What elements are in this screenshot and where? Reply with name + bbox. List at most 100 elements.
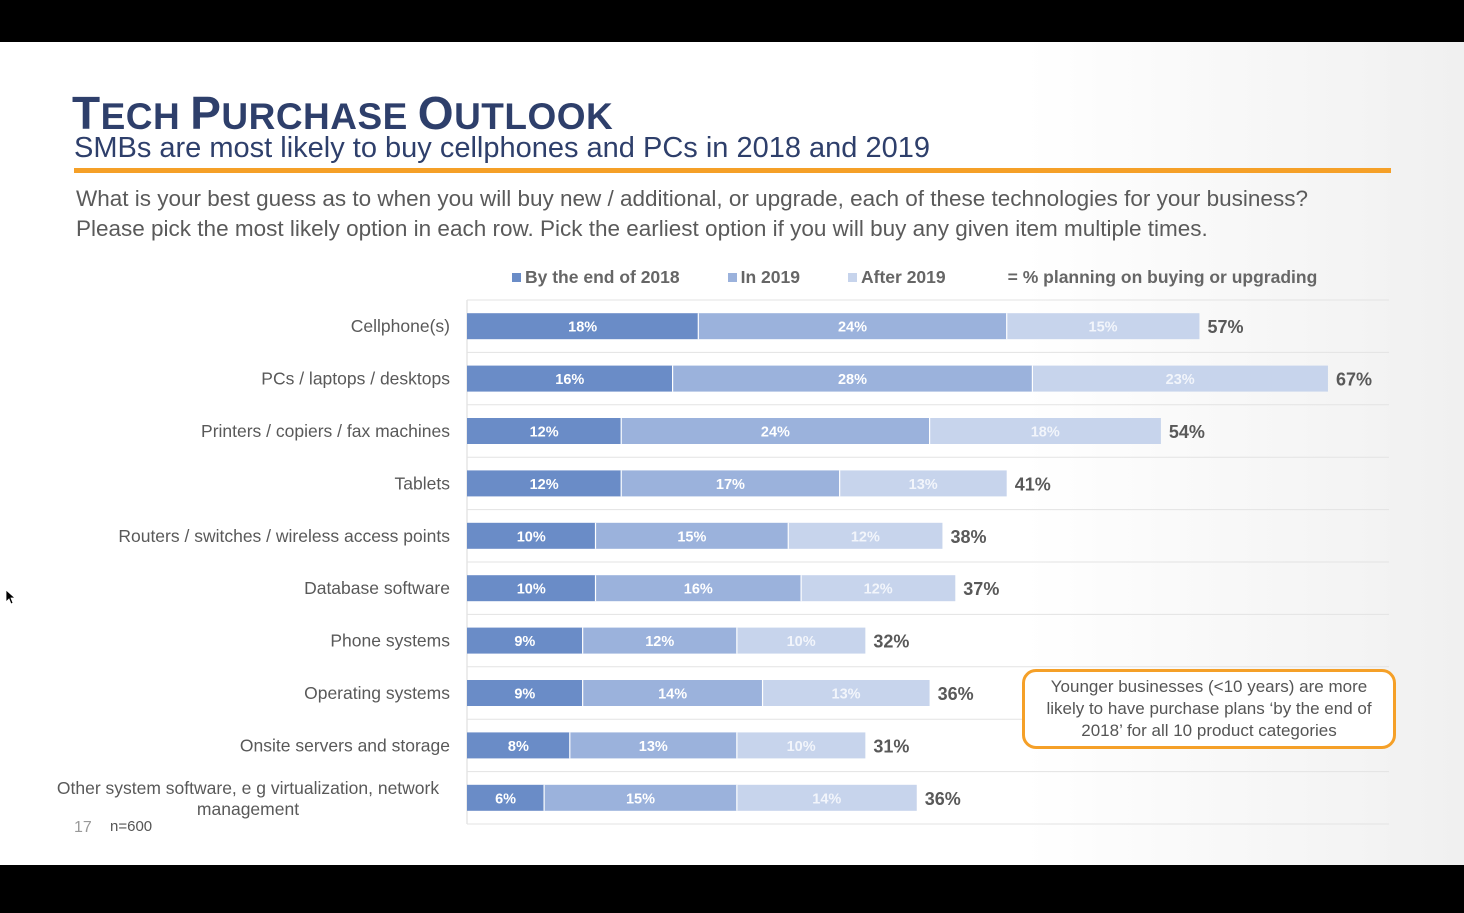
category-label: Phone systems	[330, 631, 450, 651]
bar-segment	[467, 313, 699, 340]
page-subtitle: SMBs are most likely to buy cellphones a…	[74, 132, 930, 164]
category-label: Other system software, e g virtualizatio…	[57, 778, 439, 819]
bar-value-label: 9%	[514, 687, 535, 703]
bar-segment	[467, 627, 583, 654]
stacked-bar-chart: Cellphone(s) 18% 24% 15% 57% PCs / laptops / …	[57, 299, 1389, 825]
bar-value-label: 12%	[530, 477, 559, 493]
bar-segment	[839, 470, 1007, 497]
bar-segment	[736, 784, 917, 811]
bar-value-label: 16%	[684, 582, 713, 598]
bar-value-label: 18%	[1031, 425, 1060, 441]
bar-segment	[544, 784, 737, 811]
bar-value-label: 10%	[787, 739, 816, 755]
category-label: Cellphone(s)	[351, 316, 450, 336]
bar-segment	[672, 365, 1033, 392]
page-title-text: TECH PURCHASE OUTLOOK	[72, 87, 614, 139]
bar-value-label: 17%	[716, 477, 745, 493]
category-label: Printers / copiers / fax machines	[201, 421, 450, 441]
total-value-label: 38%	[950, 527, 986, 547]
bar-value-label: 10%	[517, 582, 546, 598]
bar-segment	[762, 680, 930, 706]
survey-question: What is your best guess as to when you w…	[76, 184, 1446, 244]
survey-question-line-2: Please pick the most likely option in ea…	[76, 216, 1208, 241]
bar-value-label: 28%	[838, 372, 867, 388]
callout-box: Younger businesses (<10 years) are more …	[1022, 669, 1396, 749]
chart-legend: By the end of 2018 In 2019 After 2019 = …	[512, 266, 1317, 288]
bar-segment	[1032, 365, 1328, 392]
category-label: Operating systems	[304, 683, 450, 703]
category-label: PCs / laptops / desktops	[261, 369, 450, 389]
bar-segment	[736, 627, 866, 654]
bar-value-label: 13%	[832, 687, 861, 703]
bar-value-label: 24%	[838, 320, 867, 336]
total-value-label: 57%	[1207, 317, 1243, 337]
bar-value-label: 16%	[555, 372, 584, 388]
legend-item-by-end-2018: By the end of 2018	[512, 267, 680, 288]
bar-value-label: 12%	[851, 529, 880, 545]
bar-value-label: 12%	[645, 634, 674, 650]
bar-value-label: 10%	[517, 529, 546, 545]
legend-item-in-2019: In 2019	[727, 266, 800, 288]
bar-value-label: 15%	[677, 529, 706, 545]
bar-segment	[467, 575, 596, 602]
bar-value-label: 9%	[514, 634, 535, 650]
bar-segment	[467, 522, 596, 549]
bar-segment	[1006, 313, 1200, 340]
bar-segment	[595, 522, 789, 549]
legend-swatch	[512, 272, 521, 282]
bar-segment	[467, 680, 583, 706]
legend-label: By the end of 2018	[525, 266, 680, 287]
legend-item-after-2019: After 2019	[848, 267, 946, 288]
bar-value-label: 8%	[508, 739, 529, 755]
bar-value-label: 15%	[626, 791, 655, 807]
total-value-label: 31%	[873, 736, 909, 756]
category-label: Onsite servers and storage	[240, 735, 450, 755]
total-value-label: 41%	[1015, 474, 1051, 494]
total-value-label: 36%	[925, 789, 961, 809]
bar-segment	[467, 784, 545, 811]
slide: TECH PURCHASE OUTLOOK SMBs are most like…	[0, 42, 1464, 865]
category-label: Tablets	[395, 473, 451, 493]
bar-segment	[467, 470, 622, 497]
bar-segment	[467, 732, 570, 759]
page-number: 17	[74, 819, 92, 836]
legend-label: In 2019	[740, 266, 800, 287]
bar-value-label: 12%	[530, 425, 559, 441]
total-value-label: 32%	[873, 632, 909, 652]
title-divider	[74, 168, 1391, 173]
total-value-label: 37%	[963, 579, 999, 599]
legend-label: After 2019	[861, 266, 946, 287]
bar-segment	[736, 732, 866, 759]
bar-value-label: 14%	[812, 791, 841, 807]
total-value-label: 67%	[1336, 370, 1372, 390]
bar-segment	[582, 627, 737, 654]
category-label: Database software	[304, 578, 450, 598]
legend-swatch	[727, 272, 737, 282]
sample-size: n=600	[110, 818, 153, 835]
bar-segment	[621, 418, 930, 444]
bar-segment	[595, 575, 802, 602]
bar-segment	[929, 418, 1161, 444]
survey-question-line-1: What is your best guess as to when you w…	[76, 186, 1308, 211]
bar-value-label: 12%	[864, 582, 893, 598]
bar-segment	[698, 313, 1007, 340]
bar-value-label: 18%	[568, 320, 597, 336]
bar-segment	[467, 418, 622, 444]
bar-value-label: 13%	[639, 739, 668, 755]
bar-segment	[788, 522, 943, 549]
bar-value-label: 13%	[909, 477, 938, 493]
bar-segment	[467, 365, 673, 392]
bar-value-label: 24%	[761, 425, 790, 441]
legend-label: = % planning on buying or upgrading	[1007, 266, 1318, 287]
category-label: Routers / switches / wireless access poi…	[118, 526, 450, 546]
bar-value-label: 10%	[787, 634, 816, 650]
bar-value-label: 6%	[495, 791, 516, 807]
total-value-label: 54%	[1169, 422, 1205, 442]
bar-value-label: 15%	[1089, 320, 1118, 336]
page-title: TECH PURCHASE OUTLOOK	[72, 86, 613, 140]
legend-swatch	[848, 272, 857, 282]
total-value-label: 36%	[938, 684, 974, 704]
bar-value-label: 14%	[658, 687, 687, 703]
bar-value-label: 23%	[1166, 372, 1195, 388]
bar-segment	[569, 732, 737, 759]
